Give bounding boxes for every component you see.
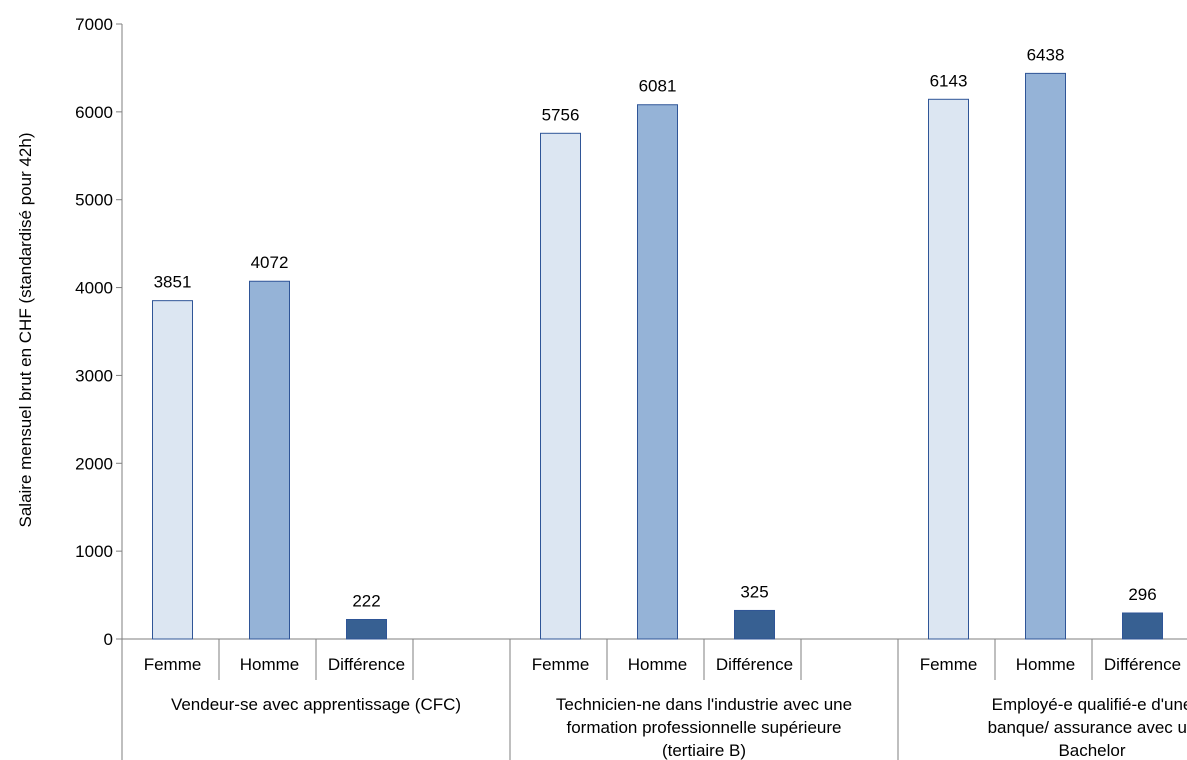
y-tick-label: 5000 <box>75 191 113 210</box>
y-tick-label: 2000 <box>75 454 113 473</box>
group-label: (tertiaire B) <box>662 741 746 760</box>
data-label: 3851 <box>154 273 192 292</box>
bar <box>1025 72 1066 640</box>
bar <box>540 132 581 640</box>
bar <box>249 280 290 640</box>
group-label: Bachelor <box>1058 741 1125 760</box>
x-tick-label: Homme <box>240 655 300 674</box>
bar <box>928 98 969 640</box>
group-label: formation professionnelle supérieure <box>567 718 842 737</box>
x-tick-label: Femme <box>920 655 978 674</box>
x-tick-label: Femme <box>144 655 202 674</box>
data-label: 222 <box>352 591 380 610</box>
bar <box>346 618 387 640</box>
y-tick-label: 0 <box>104 630 113 649</box>
group-label: banque/ assurance avec un <box>988 718 1187 737</box>
group-label: Vendeur-se avec apprentissage (CFC) <box>171 695 461 714</box>
data-label: 6143 <box>930 71 968 90</box>
x-tick-label: Femme <box>532 655 590 674</box>
y-tick-label: 3000 <box>75 366 113 385</box>
y-tick-label: 7000 <box>75 15 113 34</box>
data-label: 5756 <box>542 105 580 124</box>
x-tick-label: Différence <box>716 655 793 674</box>
bar <box>637 104 678 640</box>
group-label: Technicien-ne dans l'industrie avec une <box>556 695 852 714</box>
y-tick-label: 6000 <box>75 103 113 122</box>
x-tick-label: Homme <box>628 655 688 674</box>
x-tick-label: Homme <box>1016 655 1076 674</box>
data-label: 325 <box>740 582 768 601</box>
x-tick-label: Différence <box>1104 655 1181 674</box>
bar <box>734 609 775 640</box>
data-label: 6081 <box>639 77 677 96</box>
bar <box>1122 612 1163 640</box>
y-tick-label: 1000 <box>75 542 113 561</box>
data-label: 4072 <box>251 253 289 272</box>
data-label: 296 <box>1128 585 1156 604</box>
y-tick-label: 4000 <box>75 279 113 298</box>
x-tick-label: Différence <box>328 655 405 674</box>
bar <box>152 300 193 640</box>
data-label: 6438 <box>1027 45 1065 64</box>
group-label: Employé-e qualifié-e d'une <box>992 695 1187 714</box>
